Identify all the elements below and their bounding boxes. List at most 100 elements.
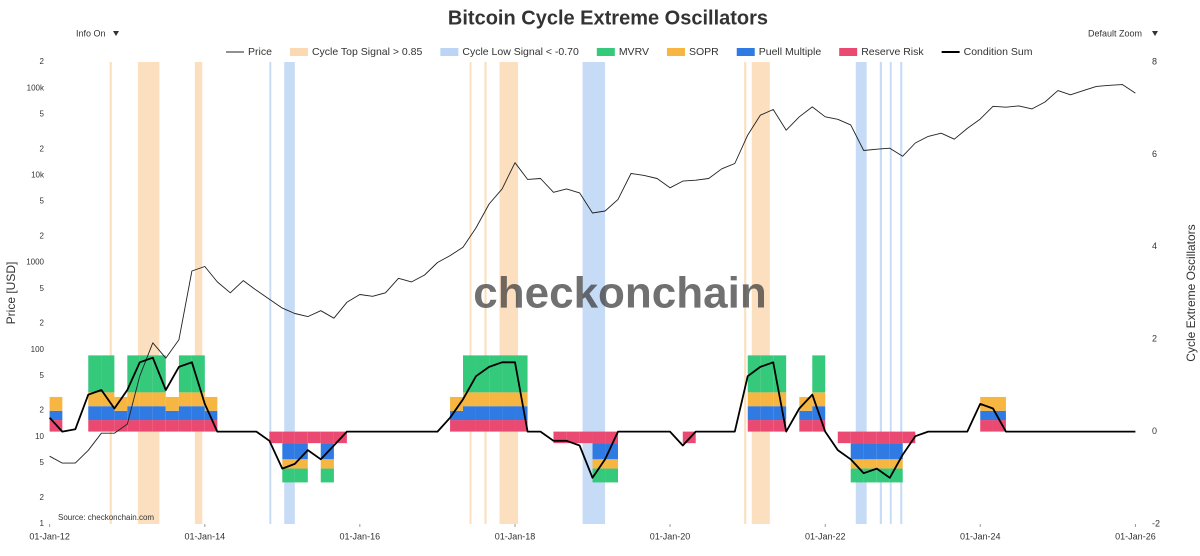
oscillator-bar bbox=[269, 431, 283, 444]
oscillator-bar bbox=[475, 392, 490, 407]
x-tick-label: 01-Jan-14 bbox=[185, 531, 226, 541]
y-axis-label: Price [USD] bbox=[4, 262, 18, 325]
dropdown-icon[interactable] bbox=[1152, 31, 1158, 36]
signal-band bbox=[889, 62, 892, 524]
oscillator-bar bbox=[101, 420, 115, 432]
oscillator-bar bbox=[502, 406, 516, 421]
y2-tick-label: 8 bbox=[1152, 56, 1157, 66]
oscillator-bar bbox=[889, 443, 903, 460]
signal-band bbox=[284, 62, 295, 524]
price-line bbox=[49, 84, 1136, 464]
oscillator-bar bbox=[178, 355, 192, 393]
x-tick-label: 01-Jan-24 bbox=[960, 531, 1001, 541]
oscillator-bar bbox=[88, 392, 102, 407]
oscillator-bar bbox=[127, 406, 140, 421]
y-tick-label: 5 bbox=[40, 371, 45, 380]
oscillator-bar bbox=[980, 410, 993, 421]
oscillator-bar bbox=[450, 410, 464, 421]
y-tick-label: 2 bbox=[40, 144, 45, 153]
oscillator-bar bbox=[101, 355, 115, 393]
y-tick-label: 100k bbox=[27, 83, 45, 92]
oscillator-bar bbox=[139, 392, 153, 407]
oscillator-bar bbox=[799, 396, 813, 411]
oscillator-bar bbox=[101, 406, 115, 421]
y2-tick-label: 6 bbox=[1152, 149, 1157, 159]
oscillator-bar bbox=[320, 468, 334, 483]
signal-band bbox=[855, 62, 867, 524]
oscillator-bar bbox=[178, 392, 192, 407]
info-toggle[interactable]: Info On bbox=[76, 28, 106, 38]
oscillator-bar bbox=[863, 443, 877, 460]
oscillator-bar bbox=[876, 459, 890, 469]
y-tick-label: 5 bbox=[40, 284, 45, 293]
legend-swatch bbox=[289, 48, 308, 56]
oscillator-bar bbox=[463, 406, 476, 421]
legend-label: SOPR bbox=[689, 46, 719, 58]
oscillator-bar bbox=[294, 468, 308, 483]
oscillator-bar bbox=[850, 459, 864, 469]
legend-swatch bbox=[440, 48, 459, 56]
oscillator-bar bbox=[489, 355, 503, 393]
legend-label: Reserve Risk bbox=[861, 46, 924, 58]
oscillator-bar bbox=[592, 443, 606, 460]
oscillator-bar bbox=[294, 431, 308, 444]
oscillator-bar bbox=[760, 355, 774, 393]
oscillator-bar bbox=[747, 406, 761, 421]
oscillator-bar bbox=[463, 392, 476, 407]
oscillator-bar bbox=[489, 420, 503, 432]
oscillator-bar bbox=[812, 420, 826, 432]
chart-title: Bitcoin Cycle Extreme Oscillators bbox=[448, 7, 768, 29]
oscillator-bar bbox=[902, 431, 916, 444]
oscillator-bar bbox=[307, 431, 321, 444]
oscillator-bar bbox=[553, 431, 567, 444]
y2-tick-label: -2 bbox=[1152, 518, 1160, 528]
oscillator-bar bbox=[850, 443, 864, 460]
y2-tick-label: 4 bbox=[1152, 241, 1157, 251]
oscillator-bar bbox=[450, 396, 464, 411]
oscillator-bar bbox=[747, 420, 761, 432]
legend-swatch bbox=[666, 48, 685, 56]
y-tick-label: 2 bbox=[40, 406, 45, 415]
oscillator-bar bbox=[475, 355, 490, 393]
legend-swatch bbox=[596, 48, 615, 56]
legend-label: MVRV bbox=[619, 46, 649, 58]
oscillator-bar bbox=[799, 410, 813, 421]
x-tick-label: 01-Jan-22 bbox=[805, 531, 846, 541]
oscillator-bar bbox=[191, 420, 205, 432]
signal-band bbox=[469, 62, 472, 524]
oscillator-bar bbox=[114, 396, 128, 411]
oscillator-bar bbox=[165, 420, 179, 432]
oscillator-bar bbox=[88, 420, 102, 432]
oscillator-bar bbox=[127, 420, 140, 432]
oscillator-bar bbox=[191, 355, 205, 393]
oscillator-bar bbox=[566, 431, 580, 444]
oscillator-bar bbox=[204, 410, 218, 421]
oscillator-bar bbox=[579, 431, 593, 444]
oscillator-bar bbox=[863, 459, 877, 469]
y-tick-label: 2 bbox=[40, 319, 45, 328]
oscillator-bar bbox=[876, 431, 890, 444]
oscillator-bar bbox=[49, 396, 63, 411]
oscillator-bar bbox=[992, 410, 1006, 421]
oscillator-bar bbox=[114, 410, 128, 421]
oscillator-bar bbox=[152, 392, 166, 407]
legend-label: Price bbox=[248, 46, 272, 58]
oscillator-bar bbox=[992, 420, 1006, 432]
legend-label: Cycle Top Signal > 0.85 bbox=[312, 46, 423, 58]
zoom-select[interactable]: Default Zoom bbox=[1088, 28, 1142, 38]
dropdown-icon[interactable] bbox=[113, 31, 119, 36]
oscillator-bar bbox=[191, 406, 205, 421]
oscillator-bar bbox=[812, 355, 826, 393]
oscillator-bar bbox=[320, 431, 334, 444]
signal-band bbox=[900, 62, 903, 524]
legend-label: Puell Multiple bbox=[759, 46, 822, 58]
oscillator-bar bbox=[114, 420, 128, 432]
legend-label: Cycle Low Signal < -0.70 bbox=[462, 46, 579, 58]
signal-band bbox=[879, 62, 882, 524]
oscillator-bar bbox=[515, 420, 528, 432]
oscillator-bar bbox=[489, 406, 503, 421]
oscillator-bar bbox=[165, 410, 179, 421]
y2-tick-label: 0 bbox=[1152, 426, 1157, 436]
oscillator-bar bbox=[139, 355, 153, 393]
oscillator-bar bbox=[605, 431, 619, 444]
